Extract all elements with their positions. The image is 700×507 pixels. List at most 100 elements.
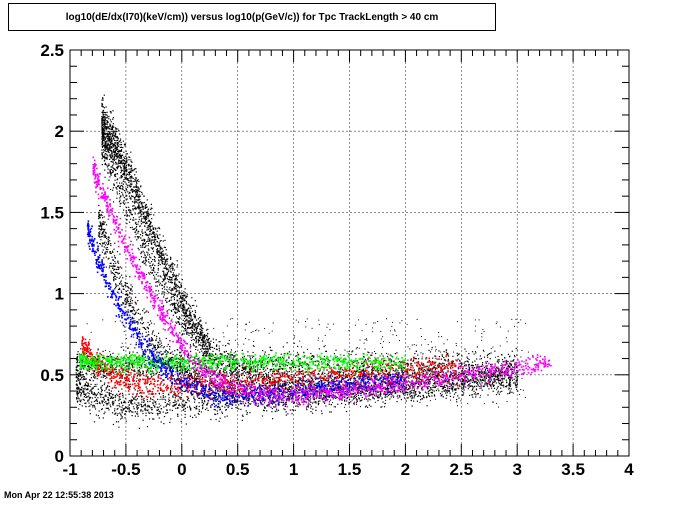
data-point [267,382,269,384]
data-point [400,399,402,401]
data-point [432,357,434,359]
data-point [361,388,363,390]
data-point [209,372,212,374]
data-point [498,393,500,395]
data-point [373,398,375,400]
data-point [101,152,103,154]
data-point [172,353,174,355]
data-point [371,364,373,366]
data-point [280,401,282,403]
data-point [136,392,138,395]
data-point [409,381,411,383]
data-point [170,357,172,359]
data-point [424,382,426,384]
data-point [292,388,294,390]
data-point [348,402,350,404]
data-point [141,317,143,319]
data-point [101,214,103,217]
data-point [130,289,132,291]
data-point [312,402,314,404]
data-point [325,350,327,352]
data-point [136,411,138,413]
data-point [161,344,163,347]
data-point [139,373,141,375]
data-point [300,379,302,381]
data-point [160,359,162,361]
data-point [296,405,298,407]
data-point [301,366,303,368]
data-point [247,373,250,375]
data-point [133,228,135,230]
data-point [244,381,246,383]
data-point [202,377,204,379]
data-point [203,354,205,356]
data-point [453,375,455,377]
data-point [143,397,145,399]
data-point [162,347,164,349]
data-point [343,354,345,356]
data-point [101,138,103,141]
data-point [143,401,145,403]
data-point [175,358,177,360]
data-point [301,361,303,363]
data-point [444,366,446,369]
data-point [372,369,374,371]
data-point [295,397,297,399]
data-point [403,372,405,374]
data-point [125,275,127,277]
data-point [507,377,509,379]
data-point [381,397,383,399]
data-point [240,408,242,410]
data-point [123,364,125,366]
data-point [249,363,252,365]
data-point [293,401,295,403]
data-point [121,283,123,285]
data-point [498,359,500,361]
data-point [480,379,482,381]
data-point [286,342,288,344]
data-point [371,352,373,354]
data-point [298,368,301,370]
data-point [121,274,123,276]
data-point [91,387,93,389]
data-point [151,376,153,378]
data-point [285,383,287,385]
data-point [148,272,150,274]
data-point [267,356,269,358]
data-point [113,401,115,403]
data-point [178,318,180,320]
data-point [117,413,119,415]
data-point [452,396,455,398]
data-point [288,387,290,389]
data-point [198,397,200,399]
data-point [516,380,518,382]
data-point [111,157,113,159]
data-point [117,260,119,262]
data-point [131,369,133,371]
data-point [127,214,129,217]
data-point [307,406,309,408]
data-point [161,381,163,383]
data-point [76,373,78,375]
data-point [107,238,109,241]
data-point [173,378,175,380]
data-point [147,367,149,369]
data-point [108,172,110,174]
data-point [114,242,116,244]
data-point [137,415,139,417]
data-point [239,391,241,393]
data-point [279,365,281,367]
data-point [189,370,191,372]
data-point [100,223,102,225]
data-point [182,326,184,329]
data-point [285,360,287,362]
data-point [315,382,317,384]
data-point [475,388,477,390]
data-point [128,372,130,374]
data-point [89,405,91,407]
data-point [509,377,511,379]
data-point [306,405,308,407]
data-point [415,391,417,393]
data-point [318,397,320,399]
data-point [233,363,235,365]
